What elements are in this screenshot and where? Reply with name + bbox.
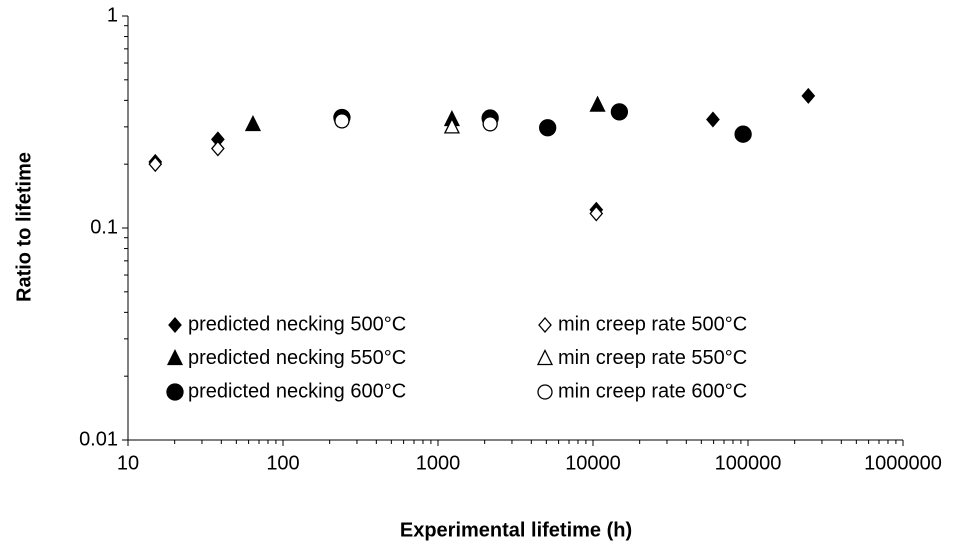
- point: [334, 113, 350, 129]
- x-tick-label: 100000: [715, 452, 782, 474]
- legend-label: predicted necking 500°C: [188, 313, 406, 335]
- y-tick-label: 1: [107, 4, 118, 26]
- y-tick-label: 0.1: [90, 216, 118, 238]
- point: [482, 116, 498, 132]
- legend-marker: [536, 349, 554, 366]
- x-tick-label: 1000000: [864, 452, 942, 474]
- y-axis-title: Ratio to lifetime: [13, 152, 35, 302]
- x-tick-label: 1000: [416, 452, 461, 474]
- legend-marker: [166, 349, 184, 366]
- x-tick-label: 10: [117, 452, 139, 474]
- point: [589, 95, 606, 112]
- point: [734, 125, 752, 143]
- point: [539, 119, 557, 137]
- legend-label: predicted necking 600°C: [188, 380, 406, 402]
- legend-marker: [166, 383, 184, 401]
- point: [706, 111, 720, 128]
- legend-label: min creep rate 600°C: [558, 380, 747, 402]
- x-tick-label: 10000: [565, 452, 621, 474]
- x-axis-title: Experimental lifetime (h): [400, 519, 632, 541]
- legend-label: min creep rate 500°C: [558, 313, 747, 335]
- point: [148, 156, 163, 173]
- point: [211, 140, 225, 157]
- legend-marker: [168, 317, 182, 333]
- y-tick-label: 0.01: [79, 428, 118, 450]
- legend-label: predicted necking 550°C: [188, 347, 406, 369]
- x-tick-label: 100: [266, 452, 299, 474]
- legend-marker: [537, 384, 553, 400]
- point: [244, 114, 262, 132]
- point: [443, 117, 460, 134]
- legend-label: min creep rate 550°C: [558, 347, 747, 369]
- point: [589, 205, 604, 222]
- point: [610, 103, 629, 121]
- point: [801, 87, 816, 104]
- legend-marker: [538, 317, 552, 333]
